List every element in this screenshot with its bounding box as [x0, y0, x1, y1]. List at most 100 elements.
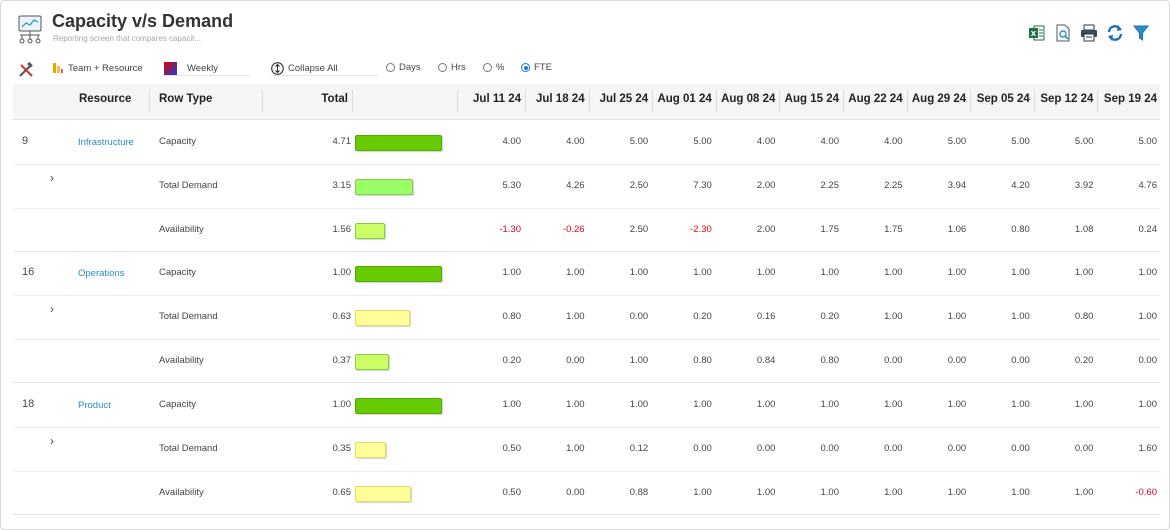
unit-radio-days[interactable]: Days [386, 62, 421, 73]
header-resource[interactable]: Resource [79, 93, 132, 105]
group-divider [13, 514, 1160, 515]
column-divider [1097, 90, 1099, 112]
radio-days[interactable] [386, 63, 395, 72]
header-week-11[interactable]: Sep 19 24 [1103, 93, 1157, 105]
radio-fte[interactable] [521, 63, 530, 72]
header-week-9[interactable]: Sep 05 24 [976, 93, 1030, 105]
expand-chevron-icon[interactable]: › [50, 171, 54, 185]
week-value: 1.00 [1074, 487, 1094, 498]
table-row: Total Demand 0.63 0.80 1.00 0.00 0.20 0.16 0.20… [13, 295, 1160, 340]
radio-fte-label: FTE [534, 62, 552, 73]
week-value: 0.80 [502, 311, 522, 322]
grid-header: Resource Row Type Total Jul 11 24 Jul 18 … [13, 84, 1160, 120]
week-value: 1.08 [1074, 224, 1094, 235]
week-value: 0.00 [1011, 355, 1030, 366]
week-value: 1.00 [502, 399, 522, 410]
report-chart-icon [16, 14, 44, 44]
row-total: 0.63 [332, 311, 352, 322]
header-week-2[interactable]: Jul 18 24 [536, 93, 585, 105]
week-value: 5.30 [502, 180, 522, 191]
week-value: -0.60 [1135, 487, 1157, 498]
collapse-all-button[interactable]: Collapse All [271, 62, 379, 76]
expand-chevron-icon[interactable]: › [50, 434, 54, 448]
header-actions: X [1028, 24, 1150, 42]
resource-id: 18 [22, 398, 35, 410]
unit-radio-fte[interactable]: FTE [521, 62, 552, 73]
row-total: 0.65 [332, 487, 352, 498]
svg-text:X: X [1031, 30, 1037, 38]
header-week-1[interactable]: Jul 11 24 [473, 93, 521, 105]
week-value: 0.00 [1138, 355, 1158, 366]
unit-radio-percent[interactable]: % [483, 62, 504, 73]
week-value: 1.00 [820, 487, 840, 498]
week-value: 4.00 [820, 136, 840, 147]
week-value: 0.88 [629, 487, 649, 498]
filter-icon[interactable] [1132, 24, 1150, 42]
week-value: 5.00 [1074, 136, 1094, 147]
total-bar [355, 179, 413, 195]
week-value: 0.80 [1074, 311, 1094, 322]
week-value: 1.00 [884, 267, 903, 278]
week-value: 1.00 [1011, 399, 1030, 410]
header-week-5[interactable]: Aug 08 24 [721, 93, 776, 105]
group-divider [13, 251, 1160, 252]
week-value: 5.00 [1138, 136, 1158, 147]
week-value: 0.00 [1074, 443, 1094, 454]
week-value: 4.26 [566, 180, 585, 191]
week-value: 1.00 [502, 267, 522, 278]
table-row: Availability 0.65 0.50 0.00 0.88 1.00 1.00 1.00… [13, 471, 1160, 515]
table-row: Capacity 1.00 1.00 1.00 1.00 1.00 1.00 1.00 1.00… [13, 383, 1160, 428]
header-week-8[interactable]: Aug 29 24 [911, 93, 967, 105]
week-value: 2.25 [884, 180, 903, 191]
week-value: 1.00 [884, 399, 903, 410]
total-bar [355, 398, 442, 414]
resource-link[interactable]: Infrastructure [78, 137, 134, 148]
row-type: Capacity [159, 136, 196, 147]
period-select[interactable]: Weekly [164, 62, 250, 76]
row-type: Availability [159, 355, 204, 366]
row-total: 0.37 [332, 355, 352, 366]
team-resource-icon [53, 63, 63, 73]
column-divider [970, 90, 972, 112]
week-value: 0.20 [502, 355, 522, 366]
team-resource-toggle[interactable]: Team + Resource [52, 62, 143, 74]
settings-tools-icon[interactable] [18, 62, 34, 78]
header-week-7[interactable]: Aug 22 24 [848, 93, 903, 105]
row-total: 3.15 [332, 180, 352, 191]
unit-radio-hrs[interactable]: Hrs [438, 62, 466, 73]
resource-link[interactable]: Product [78, 400, 111, 411]
week-value: 1.00 [947, 267, 967, 278]
week-value: -0.26 [562, 224, 585, 235]
week-value: 1.00 [1138, 399, 1158, 410]
radio-percent[interactable] [483, 63, 492, 72]
header-week-6[interactable]: Aug 15 24 [784, 93, 839, 105]
radio-hrs[interactable] [438, 63, 447, 72]
week-value: 4.76 [1138, 180, 1158, 191]
page-title: Capacity v/s Demand [52, 11, 234, 31]
team-resource-label: Team + Resource [68, 62, 143, 74]
preview-icon[interactable] [1054, 24, 1072, 42]
group-divider [13, 382, 1160, 383]
print-icon[interactable] [1080, 24, 1098, 42]
column-divider [652, 90, 654, 112]
header-week-4[interactable]: Aug 01 24 [657, 93, 712, 105]
header-week-10[interactable]: Sep 12 24 [1040, 93, 1094, 105]
header-week-3[interactable]: Jul 25 24 [599, 93, 649, 105]
row-total: 0.35 [332, 443, 352, 454]
expand-chevron-icon[interactable]: › [50, 302, 54, 316]
refresh-icon[interactable] [1106, 24, 1124, 42]
week-value: 1.00 [693, 487, 712, 498]
week-value: 1.00 [820, 399, 840, 410]
resource-link[interactable]: Operations [78, 268, 125, 279]
row-type: Availability [159, 224, 204, 235]
week-value: 1.00 [756, 399, 776, 410]
week-value: 3.94 [947, 180, 967, 191]
week-value: 1.00 [884, 311, 903, 322]
week-value: 1.00 [1011, 267, 1030, 278]
header-total[interactable]: Total [321, 93, 348, 105]
header-row-type[interactable]: Row Type [159, 93, 213, 105]
column-divider [352, 90, 353, 112]
week-value: 0.12 [629, 443, 649, 454]
week-value: 0.00 [566, 355, 585, 366]
excel-export-icon[interactable]: X [1028, 24, 1046, 42]
